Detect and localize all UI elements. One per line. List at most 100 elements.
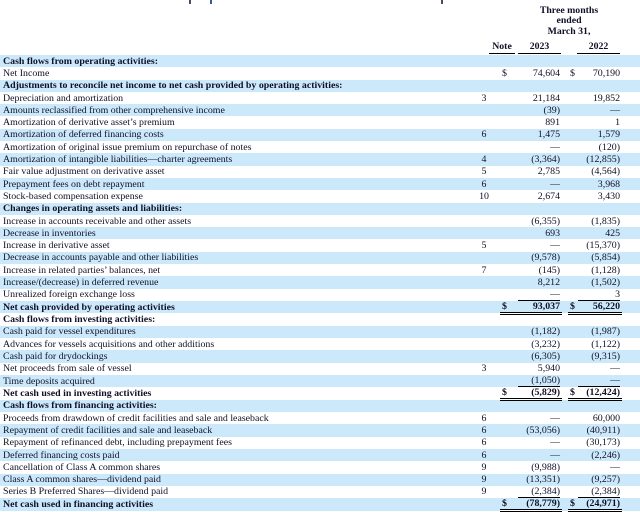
amount: —	[550, 178, 560, 190]
table-row: Adjustments to reconcile net income to n…	[0, 79, 640, 92]
amount: 2,785	[537, 166, 560, 178]
amount: (3,232)	[531, 338, 560, 350]
amount: —	[550, 437, 560, 449]
row-end-spacer	[622, 177, 640, 191]
row-end-spacer	[622, 473, 640, 486]
row-end-spacer	[622, 202, 640, 215]
value-2023	[500, 202, 562, 215]
row-label: Net Income	[3, 67, 50, 79]
table-row: Amounts reclassified from other comprehe…	[0, 104, 640, 117]
row-end-spacer	[622, 461, 640, 473]
value-2023: (6,305)	[500, 350, 562, 363]
amount: —	[550, 141, 560, 153]
note-reference	[468, 116, 500, 128]
note-reference: 5	[481, 166, 487, 178]
table-body: Cash flows from operating activities: Net…	[0, 55, 640, 512]
amount: (12,424)	[586, 387, 620, 399]
value-2023: (145)	[500, 264, 562, 276]
note-reference: 7	[481, 264, 487, 276]
amount: (5,854)	[591, 252, 620, 264]
table-row: Decrease in accounts payable and other l…	[0, 251, 640, 265]
value-2022: (120)	[568, 141, 622, 153]
amount: 3,968	[597, 178, 620, 190]
note-reference: 6	[481, 437, 487, 449]
table-row: Prepayment fees on debt repayment 6 — 3,968	[0, 177, 640, 191]
column-gap	[562, 227, 568, 240]
column-gap	[562, 498, 568, 511]
dollar-sign: $	[570, 67, 575, 79]
row-end-spacer	[622, 190, 640, 202]
amount: (9,578)	[531, 252, 560, 264]
value-2022: (2,246)	[568, 448, 622, 462]
amount: 93,037	[532, 300, 560, 312]
row-end-spacer	[622, 276, 640, 289]
note-reference: 9	[481, 486, 487, 498]
row-end-spacer	[622, 399, 640, 413]
value-2023	[500, 79, 562, 92]
clipped-text-fragment	[189, 0, 191, 4]
value-2022: 1	[568, 116, 622, 128]
column-gap	[562, 202, 568, 215]
note-reference	[468, 338, 500, 350]
table-row: Net proceeds from sale of vessel 3 5,940 —	[0, 363, 640, 375]
value-2022: (4,564)	[568, 166, 622, 178]
amount: —	[550, 449, 560, 461]
amount: —	[610, 363, 620, 375]
value-2022: —	[568, 461, 622, 473]
row-label: Series B Preferred Shares—dividend paid	[3, 486, 169, 498]
row-end-spacer	[622, 313, 640, 325]
amount: (1,835)	[591, 215, 620, 227]
amount: 693	[545, 227, 560, 239]
value-2022: (1,987)	[568, 325, 622, 339]
clipped-text-fragment	[441, 0, 443, 4]
amount: (13,351)	[526, 474, 560, 486]
row-end-spacer	[622, 116, 640, 128]
value-2023: $ (78,779)	[500, 498, 562, 512]
table-header: Three months ended March 31, Note 2023 2…	[0, 0, 640, 55]
value-2023: (39)	[500, 104, 562, 117]
row-end-spacer	[622, 128, 640, 142]
row-label: Amortization of deferred financing costs	[0, 128, 468, 142]
table-row: Net cash provided by operating activitie…	[0, 300, 640, 315]
value-2023: (3,364)	[500, 153, 562, 166]
amount: (1,050)	[518, 375, 560, 388]
value-2022: (9,315)	[568, 350, 622, 363]
column-header-2022: 2022	[577, 41, 620, 54]
note-reference	[468, 399, 500, 413]
value-2022: $ (12,424)	[568, 387, 622, 402]
row-label: Deferred financing costs paid	[0, 448, 468, 462]
value-2022: $70,190	[568, 67, 622, 79]
value-2022	[568, 313, 622, 325]
amount: 1,475	[537, 129, 560, 141]
dollar-sign: $	[502, 300, 507, 312]
value-2022: —	[568, 104, 622, 117]
amount: 74,604	[532, 67, 560, 79]
row-end-spacer	[622, 437, 640, 449]
row-end-spacer	[622, 498, 640, 511]
value-2023: (1,182)	[500, 325, 562, 339]
row-end-spacer	[622, 239, 640, 251]
value-2022: —	[568, 363, 622, 375]
dollar-sign: $	[502, 67, 507, 79]
row-end-spacer	[622, 67, 640, 79]
row-end-spacer	[622, 104, 640, 117]
row-label: Increase/(decrease) in deferred revenue	[0, 276, 468, 289]
amount: —	[550, 240, 560, 252]
note-reference: 5	[481, 240, 487, 252]
value-2022	[568, 202, 622, 215]
column-gap	[562, 276, 568, 289]
value-2022: 3	[568, 289, 622, 301]
amount: 3	[578, 289, 620, 301]
amount: (12,855)	[586, 154, 620, 166]
value-2022: (40,911)	[568, 424, 622, 437]
table-row: Cash flows from operating activities:	[0, 55, 640, 68]
table-row: Net cash used in investing activities $ (5…	[0, 387, 640, 402]
value-2022: (15,370)	[568, 239, 622, 251]
value-2022: 3,430	[568, 190, 622, 202]
amount: (30,173)	[586, 437, 620, 449]
row-label: Fair value adjustment on derivative asse…	[3, 166, 165, 178]
value-2022: $ (24,971)	[568, 498, 622, 512]
table-row: Class A common shares—dividend paid 9 (13,…	[0, 473, 640, 486]
amount: 2,674	[537, 190, 560, 202]
